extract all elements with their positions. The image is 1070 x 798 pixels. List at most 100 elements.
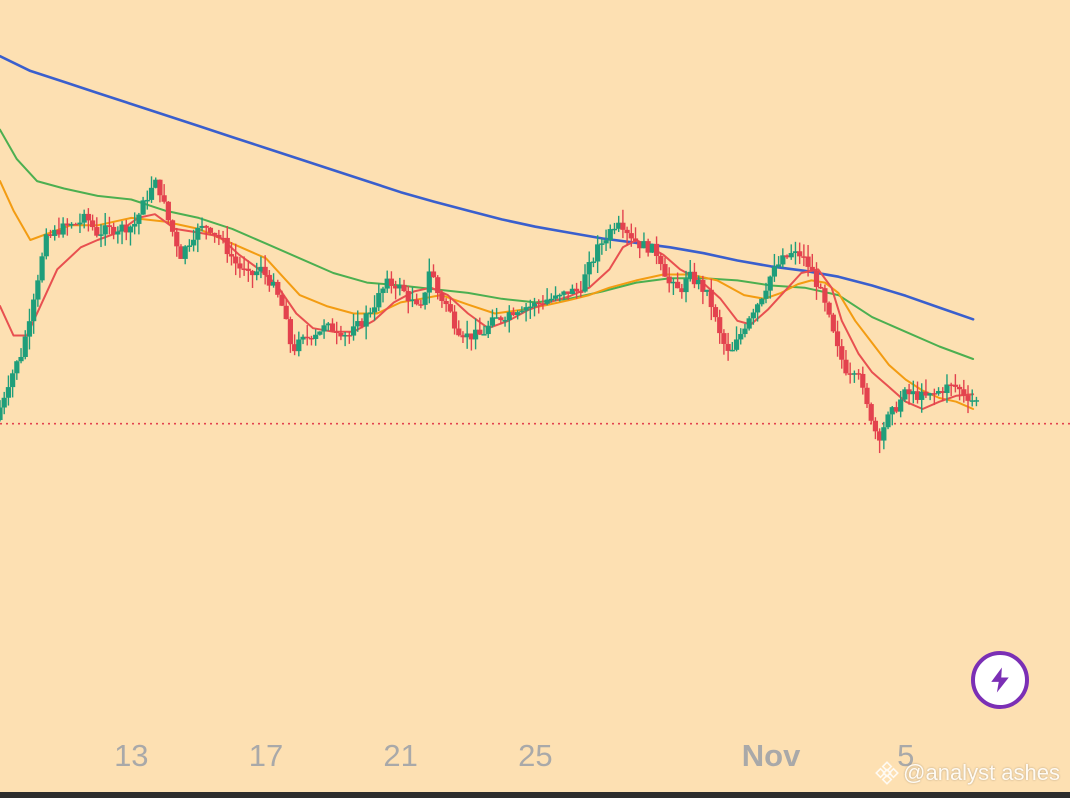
candle <box>847 362 853 384</box>
candle <box>818 283 824 289</box>
flash-trade-button[interactable] <box>971 651 1029 709</box>
candle <box>851 370 857 383</box>
candle <box>115 226 121 244</box>
candle <box>14 360 20 380</box>
candle <box>544 288 550 306</box>
candle <box>329 318 336 332</box>
candle <box>489 309 496 328</box>
candle <box>708 278 714 321</box>
candle <box>696 275 702 290</box>
candle <box>809 253 815 271</box>
candle <box>830 312 836 333</box>
candle <box>898 391 904 418</box>
candle <box>68 222 75 229</box>
candle <box>401 279 407 293</box>
candle <box>872 417 879 440</box>
candle <box>653 236 660 265</box>
candle <box>191 229 197 252</box>
candle <box>616 215 622 232</box>
candle <box>346 331 352 344</box>
candle <box>620 209 626 239</box>
candle <box>683 270 689 303</box>
candle <box>338 325 344 341</box>
candle <box>965 385 971 414</box>
candle <box>308 335 315 346</box>
candle <box>750 308 756 325</box>
candle <box>675 272 681 289</box>
candle <box>923 379 929 399</box>
candle <box>742 323 748 338</box>
candle <box>94 217 100 238</box>
candle <box>839 339 845 369</box>
candle <box>590 257 597 268</box>
candle <box>919 383 925 413</box>
candle <box>704 289 710 297</box>
candle <box>649 243 655 253</box>
candle <box>371 295 378 321</box>
candle <box>485 320 491 339</box>
candle <box>523 302 529 322</box>
candle <box>5 375 12 406</box>
candle <box>527 299 533 319</box>
candle <box>350 313 357 341</box>
candle <box>885 411 891 430</box>
candle <box>22 330 28 360</box>
candle <box>826 301 832 318</box>
candle <box>182 245 188 265</box>
candle <box>477 317 483 335</box>
candle <box>64 218 70 236</box>
candle <box>729 341 735 352</box>
candle <box>127 225 134 246</box>
candle <box>60 217 66 238</box>
candle <box>249 269 256 288</box>
candle <box>468 333 474 351</box>
candle <box>165 201 171 224</box>
candle <box>855 369 862 380</box>
candle <box>548 293 554 303</box>
candle <box>940 387 946 402</box>
candle <box>624 226 630 246</box>
x-axis-ticks: 13 17 21 25 Nov 5 <box>114 738 914 773</box>
candle <box>843 350 849 376</box>
candle <box>767 275 773 299</box>
candle <box>948 382 954 397</box>
candle <box>506 305 512 333</box>
candle <box>270 273 277 288</box>
candle <box>430 264 437 278</box>
candle <box>304 324 310 346</box>
candle <box>313 329 319 346</box>
candle <box>1 391 7 415</box>
candle <box>662 257 668 277</box>
candle <box>102 212 108 246</box>
candle <box>531 297 538 317</box>
candle <box>670 277 677 295</box>
candle <box>18 348 24 364</box>
candle <box>973 396 980 407</box>
candle <box>153 177 159 189</box>
candle <box>691 262 698 289</box>
candle <box>632 227 639 243</box>
candle <box>717 309 723 344</box>
candle <box>178 244 184 259</box>
candle <box>199 217 205 232</box>
candle <box>552 286 559 302</box>
watermark: @analyst ashes <box>875 760 1060 786</box>
candle <box>944 374 950 403</box>
candle <box>81 209 87 229</box>
candle <box>611 222 618 235</box>
bottom-system-bar <box>0 792 1070 798</box>
candle <box>334 321 340 345</box>
candle <box>447 297 453 313</box>
candle <box>603 229 609 251</box>
candle <box>780 248 786 268</box>
candle <box>658 252 664 271</box>
candle <box>43 228 49 260</box>
candle <box>405 286 411 314</box>
candle <box>801 244 807 267</box>
candle <box>174 227 180 257</box>
candle <box>258 256 264 279</box>
candle <box>73 222 79 226</box>
candle <box>275 279 281 298</box>
candle <box>245 260 251 282</box>
